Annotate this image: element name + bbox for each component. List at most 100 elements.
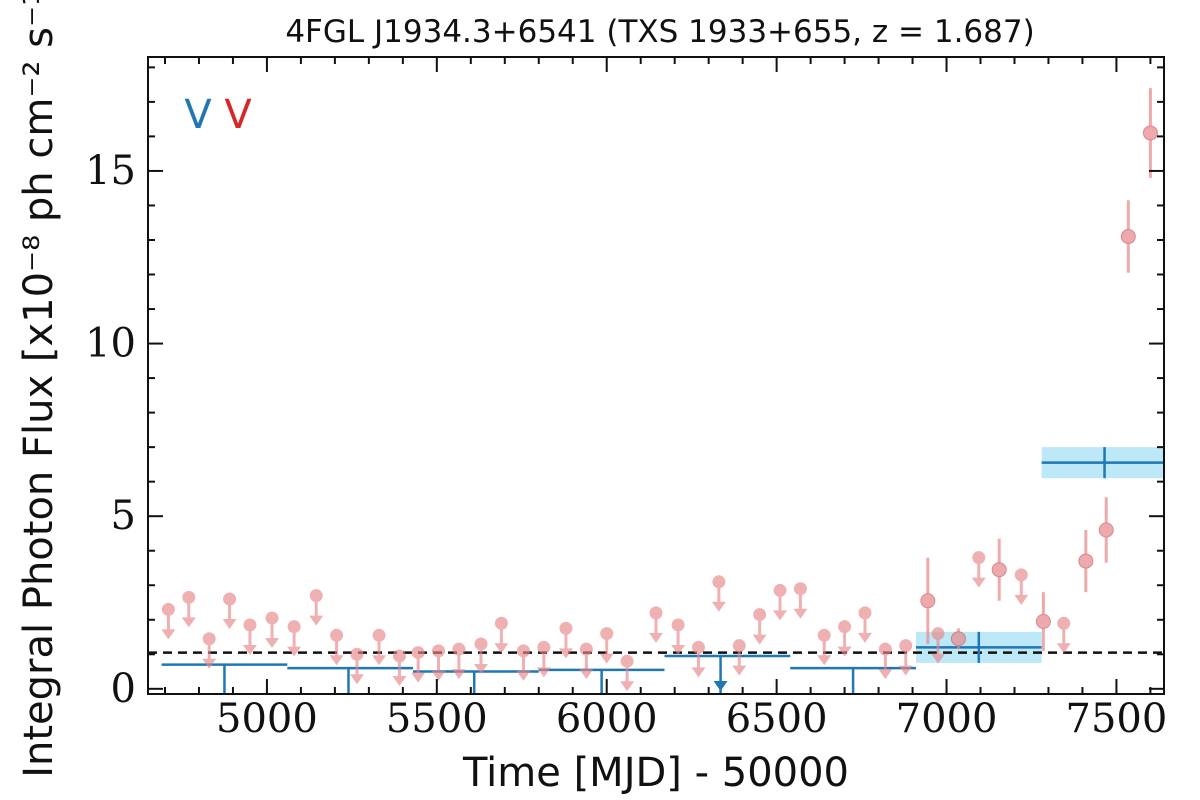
plot-area [148, 88, 1164, 694]
short-upper-limit-marker [649, 606, 663, 620]
short-upper-limit-arrow [752, 634, 767, 645]
short-upper-limit-6 [287, 620, 302, 657]
short-upper-limit-7 [309, 589, 324, 626]
short-detection-0 [920, 557, 936, 644]
short-detection-marker [950, 631, 966, 647]
plot-frame [147, 56, 1165, 695]
short-upper-limit-marker [392, 649, 406, 663]
short-upper-limit-marker [452, 642, 466, 656]
short-upper-limit-31 [817, 628, 832, 666]
short-upper-limit-arrow [857, 632, 872, 643]
short-upper-limit-marker [793, 582, 807, 596]
short-detection-marker [1078, 553, 1094, 569]
short-detection-5 [1098, 497, 1114, 563]
short-upper-limit-marker [732, 639, 746, 653]
short-upper-limit-marker [817, 628, 831, 642]
short-upper-limit-marker [432, 644, 446, 658]
short-upper-limit-marker [537, 640, 551, 654]
short-upper-limit-30 [793, 582, 808, 619]
x-axis-title: Time [MJD] - 50000 [462, 750, 849, 796]
short-upper-limit-arrow [411, 672, 426, 683]
short-upper-limit-marker [202, 632, 216, 646]
short-upper-limit-arrow [558, 648, 573, 659]
short-upper-limit-15 [474, 637, 489, 674]
short-upper-limit-35 [898, 639, 913, 676]
short-upper-limit-marker [1014, 568, 1028, 582]
short-upper-limit-marker [620, 654, 634, 668]
short-upper-limit-marker [712, 575, 726, 589]
legend-glyph-1: V [224, 92, 252, 138]
y-tick-label: 5 [111, 493, 136, 539]
short-upper-limit-marker [182, 590, 196, 604]
short-upper-limit-marker [559, 621, 573, 635]
short-upper-limit-arrow [1056, 643, 1071, 654]
short-upper-limit-arrow [265, 638, 280, 649]
short-upper-limit-marker [773, 583, 787, 597]
short-upper-limit-38 [1014, 568, 1029, 605]
short-upper-limit-arrow [579, 669, 594, 680]
short-upper-limit-19 [558, 621, 573, 659]
short-upper-limit-arrow [620, 681, 635, 692]
short-upper-limit-28 [752, 608, 767, 645]
short-upper-limit-marker [494, 616, 508, 630]
short-upper-limit-arrow [392, 676, 407, 687]
short-detection-7 [1142, 88, 1158, 178]
short-upper-limit-arrow [971, 577, 986, 588]
short-upper-limit-arrow [671, 644, 686, 655]
short-upper-limit-0 [161, 602, 176, 640]
short-upper-limit-4 [242, 618, 257, 655]
short-upper-limit-marker [899, 639, 913, 653]
y-tick-label: 10 [85, 321, 136, 367]
short-detection-marker [920, 593, 936, 609]
legend-glyph-0: V [184, 92, 212, 138]
long-upper-limit-4 [664, 654, 791, 694]
short-upper-limit-arrow [691, 667, 706, 678]
x-tick-label: 6500 [726, 696, 828, 742]
short-upper-limit-arrow [599, 653, 614, 664]
short-upper-limit-34 [878, 642, 893, 680]
short-upper-limit-9 [349, 647, 364, 685]
short-upper-limit-arrow [1014, 594, 1029, 605]
short-upper-limit-arrow [878, 669, 893, 680]
short-upper-limit-arrow [898, 665, 913, 676]
short-detection-marker [1035, 613, 1051, 629]
short-upper-limit-21 [599, 627, 614, 664]
short-upper-limit-marker [878, 642, 892, 656]
short-upper-limit-marker [243, 618, 257, 632]
short-upper-limit-marker [1057, 616, 1071, 630]
short-upper-limit-marker [265, 611, 279, 625]
short-upper-limit-36 [931, 627, 946, 664]
long-upper-limit-0 [161, 663, 288, 694]
short-upper-limit-arrow [242, 644, 257, 655]
short-upper-limit-marker [858, 606, 872, 620]
short-upper-limit-10 [372, 628, 387, 666]
short-upper-limit-arrow [649, 632, 663, 643]
short-upper-limit-marker [516, 644, 530, 658]
short-upper-limit-24 [671, 618, 686, 655]
short-upper-limit-arrow [222, 619, 237, 630]
y-axis-title: Integral Photon Flux [x10⁻⁸ ph cm⁻² s⁻¹] [16, 0, 62, 778]
short-detection-4 [1078, 530, 1094, 593]
x-tick-label: 6000 [556, 696, 658, 742]
short-upper-limit-39 [1056, 616, 1071, 654]
short-upper-limit-23 [649, 606, 663, 643]
short-upper-limit-arrow [161, 629, 176, 640]
short-upper-limit-8 [329, 628, 344, 666]
short-upper-limit-marker [372, 628, 386, 642]
short-upper-limit-37 [971, 551, 986, 588]
short-detection-1 [950, 628, 966, 650]
short-upper-limit-marker [350, 647, 364, 661]
short-detection-marker [1098, 522, 1114, 538]
short-upper-limit-arrow [181, 617, 196, 628]
short-upper-limit-marker [309, 589, 323, 603]
short-detection-marker [1142, 125, 1158, 141]
short-upper-limit-arrow [287, 646, 302, 657]
short-upper-limit-26 [711, 575, 726, 612]
short-upper-limit-18 [536, 640, 551, 678]
x-tick-label: 7500 [1066, 696, 1168, 742]
x-tick-label: 5000 [216, 696, 318, 742]
short-upper-limit-2 [202, 632, 217, 669]
x-tick-label: 7000 [896, 696, 998, 742]
short-detection-3 [1035, 592, 1051, 651]
